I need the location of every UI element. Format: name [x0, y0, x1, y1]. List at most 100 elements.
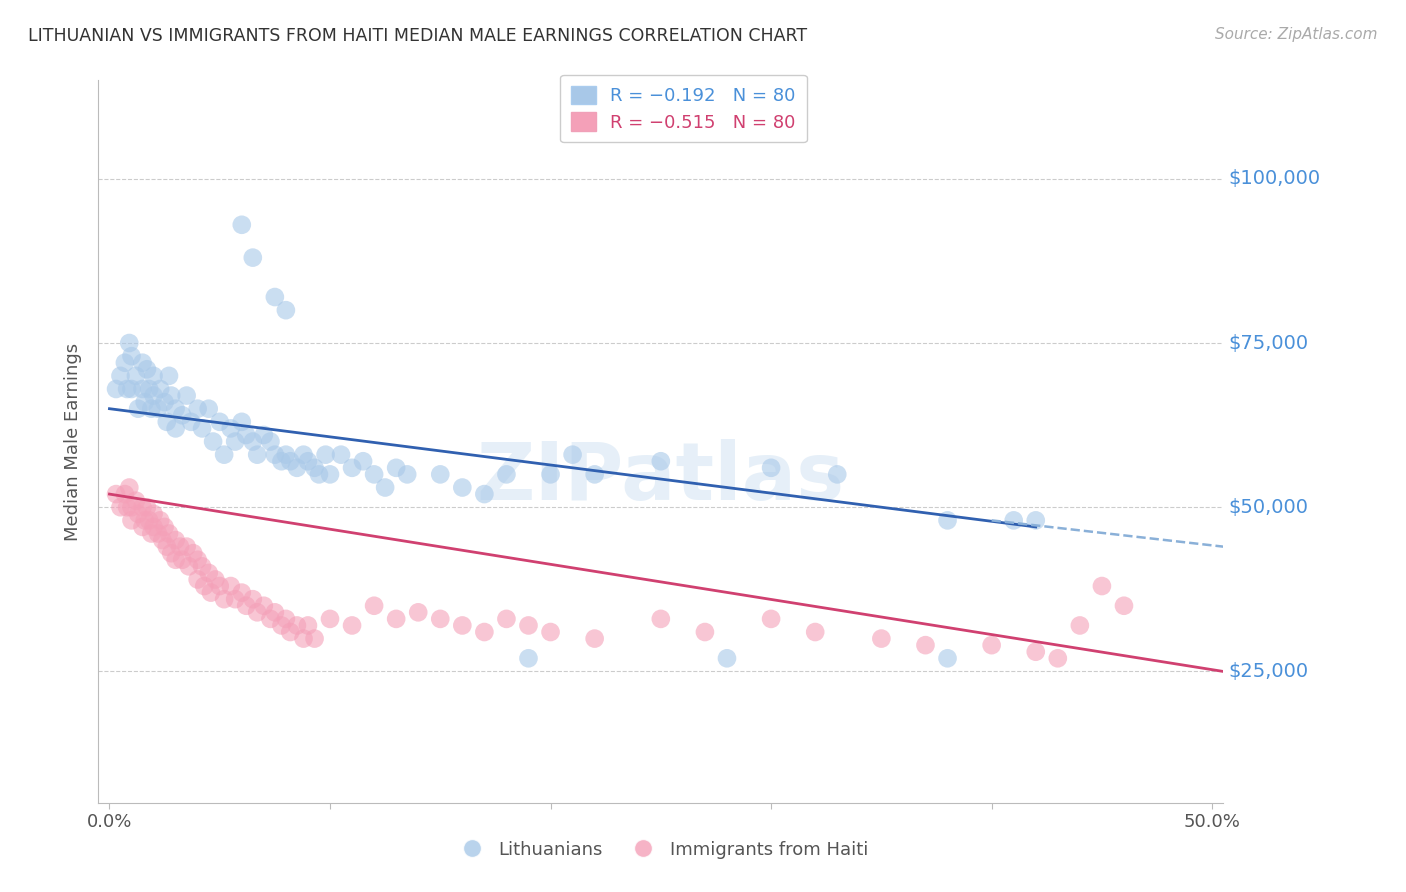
Point [561, 448, 583, 462]
Point [936, 513, 959, 527]
Point [146, 401, 169, 416]
Point [224, 592, 246, 607]
Point [297, 618, 319, 632]
Point [136, 362, 159, 376]
Point [246, 605, 269, 619]
Point [208, 579, 231, 593]
Point [121, 349, 143, 363]
Point [259, 434, 281, 449]
Point [253, 428, 276, 442]
Point [319, 467, 342, 482]
Point [157, 368, 180, 383]
Text: $25,000: $25,000 [1229, 662, 1309, 681]
Point [278, 454, 301, 468]
Point [172, 409, 194, 423]
Point [110, 500, 132, 515]
Point [142, 388, 165, 402]
Point [105, 487, 128, 501]
Point [131, 520, 153, 534]
Point [517, 651, 540, 665]
Point [396, 467, 419, 482]
Point [242, 251, 264, 265]
Point [1069, 618, 1091, 632]
Point [340, 460, 363, 475]
Point [1046, 651, 1069, 665]
Point [138, 382, 160, 396]
Text: $100,000: $100,000 [1229, 169, 1322, 188]
Point [149, 513, 172, 527]
Point [1025, 645, 1047, 659]
Point [142, 507, 165, 521]
Point [406, 605, 429, 619]
Point [141, 526, 163, 541]
Point [200, 585, 222, 599]
Point [134, 513, 156, 527]
Point [231, 218, 253, 232]
Point [165, 401, 187, 416]
Point [165, 421, 187, 435]
Point [315, 448, 337, 462]
Point [242, 434, 264, 449]
Point [156, 540, 179, 554]
Point [127, 507, 149, 521]
Point [180, 415, 202, 429]
Text: ZIPatlas: ZIPatlas [477, 439, 845, 516]
Point [115, 500, 138, 515]
Point [263, 605, 285, 619]
Point [1002, 513, 1025, 527]
Point [165, 533, 187, 547]
Point [363, 599, 385, 613]
Point [352, 454, 374, 468]
Point [114, 487, 136, 501]
Point [474, 625, 496, 640]
Point [208, 415, 231, 429]
Point [274, 612, 297, 626]
Point [285, 618, 308, 632]
Point [263, 448, 285, 462]
Point [149, 382, 172, 396]
Y-axis label: Median Male Earnings: Median Male Earnings [65, 343, 83, 541]
Point [212, 448, 235, 462]
Point [385, 460, 408, 475]
Point [197, 401, 219, 416]
Point [980, 638, 1002, 652]
Point [134, 395, 156, 409]
Point [540, 625, 562, 640]
Point [285, 460, 308, 475]
Point [204, 573, 226, 587]
Point [235, 599, 257, 613]
Point [121, 500, 143, 515]
Point [308, 467, 330, 482]
Point [1112, 599, 1135, 613]
Point [292, 632, 315, 646]
Text: $75,000: $75,000 [1229, 334, 1309, 352]
Point [429, 612, 451, 626]
Point [1091, 579, 1114, 593]
Point [127, 401, 149, 416]
Point [1025, 513, 1047, 527]
Point [270, 454, 292, 468]
Point [191, 559, 214, 574]
Point [172, 553, 194, 567]
Point [231, 415, 253, 429]
Point [153, 395, 176, 409]
Point [187, 573, 209, 587]
Point [110, 368, 132, 383]
Point [121, 382, 143, 396]
Point [870, 632, 893, 646]
Point [191, 421, 214, 435]
Point [936, 651, 959, 665]
Point [224, 434, 246, 449]
Point [304, 460, 326, 475]
Point [340, 618, 363, 632]
Point [451, 481, 474, 495]
Point [235, 428, 257, 442]
Point [160, 388, 183, 402]
Point [169, 540, 191, 554]
Point [363, 467, 385, 482]
Point [650, 454, 672, 468]
Point [374, 481, 396, 495]
Point [176, 388, 198, 402]
Point [330, 448, 353, 462]
Point [540, 467, 562, 482]
